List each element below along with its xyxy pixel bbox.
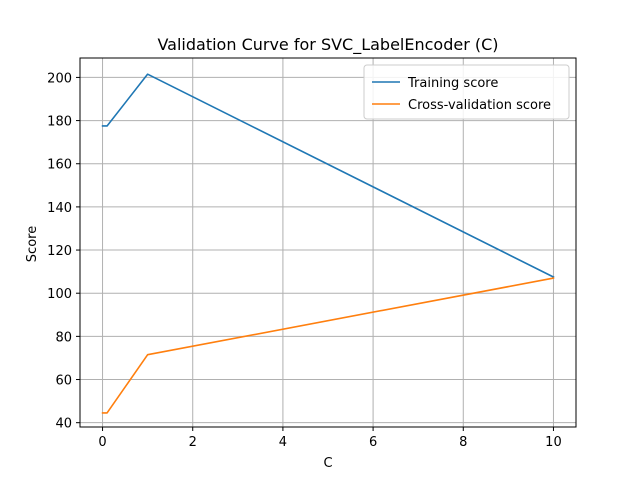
x-tick-label: 8: [459, 435, 467, 450]
y-tick-label: 100: [47, 287, 72, 302]
y-tick-label: 80: [55, 330, 72, 345]
y-tick-label: 200: [47, 71, 72, 86]
grid-lines: [80, 58, 576, 427]
y-tick-label: 140: [47, 201, 72, 216]
legend-box: [363, 64, 570, 120]
series-line-0: [101, 73, 555, 279]
x-tick-label: 2: [189, 435, 197, 450]
series-line-1: [101, 277, 555, 414]
y-tick-label: 40: [55, 417, 72, 432]
y-tick-label: 160: [47, 158, 72, 173]
legend-label-0: Training score: [407, 76, 498, 91]
x-tick-label: 10: [545, 435, 562, 450]
chart-title: Validation Curve for SVC_LabelEncoder (C…: [157, 35, 498, 55]
legend-label-1: Cross-validation score: [408, 98, 551, 113]
y-tick-label: 60: [55, 374, 72, 389]
x-tick-label: 6: [369, 435, 377, 450]
legend: Training score Cross-validation score: [363, 64, 570, 120]
x-tick-label: 4: [279, 435, 287, 450]
axis-ticks: 0 2 4 6 8 10 40 60 80 100 120 140 160 180 200: [47, 71, 562, 450]
x-axis-label: C: [323, 456, 332, 471]
y-axis-label: Score: [25, 226, 40, 262]
y-tick-label: 180: [47, 115, 72, 130]
y-tick-label: 120: [47, 244, 72, 259]
x-tick-label: 0: [98, 435, 106, 450]
plot-frame: [79, 57, 577, 428]
series-lines: [101, 73, 555, 414]
